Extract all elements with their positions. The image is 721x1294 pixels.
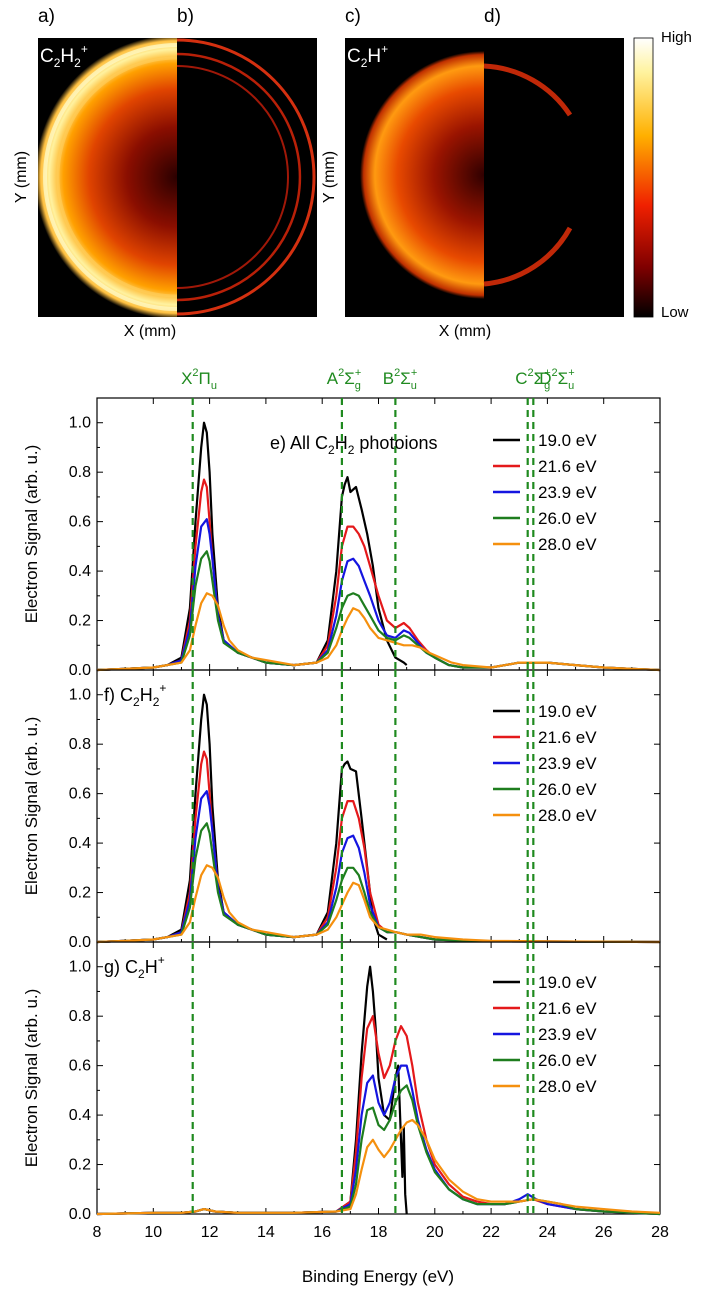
x-tick-label: 12: [201, 1224, 219, 1241]
panel-label-c: c): [345, 6, 361, 27]
x-tick-label: 22: [482, 1224, 500, 1241]
ion-label-c2h: C2H+: [347, 42, 388, 70]
legend-label: 28.0 eV: [538, 1077, 597, 1096]
y-tick-label: 0.2: [69, 1157, 91, 1174]
panel-label-d: d): [484, 6, 501, 27]
raw-image-c2h: [360, 51, 484, 299]
x-axis-title: Binding Energy (eV): [302, 1267, 454, 1286]
y-tick-label: 0.8: [69, 736, 91, 753]
y-tick-label: 1.0: [69, 687, 91, 704]
series-line-19-0-eV: [96, 421, 408, 672]
state-label-c: C2Σg+: [515, 367, 550, 392]
colorbar: [633, 37, 654, 318]
x-tick-label: 10: [144, 1224, 162, 1241]
y-tick-label: 0.0: [69, 662, 91, 679]
x-tick-label: 24: [539, 1224, 557, 1241]
panel-label-b: b): [177, 6, 194, 27]
spectra-panels: 0.0 0.2 0.4 0.6 0.8 1.0 Electron Signal (arb. …: [22, 397, 669, 1241]
reconstructed-image-c2h: [483, 63, 573, 287]
y-axis-title: Electron Signal (arb. u.): [22, 445, 41, 624]
legend-label: 28.0 eV: [538, 806, 597, 825]
panel-label: e) All C2H2 photoions: [270, 433, 437, 457]
ion-label-c2h2: C2H2+: [40, 42, 88, 70]
x-tick-label: 14: [257, 1224, 275, 1241]
state-label-d: D2Σu+: [539, 367, 574, 392]
spectrum-panel-3: 8 10 12 14 16 18 20 22 24 26 28 0.0 0.2 0.4 0.6 0.8 1.0 E…: [22, 941, 669, 1241]
series-line-19-0-eV: [96, 693, 388, 944]
image-y-axis-label-c: Y (mm): [321, 151, 338, 203]
legend-label: 23.9 eV: [538, 754, 597, 773]
state-label-b: B2Σu+: [383, 367, 418, 392]
state-label-x: X2Πu: [181, 367, 217, 392]
y-tick-label: 0.4: [69, 835, 91, 852]
x-tick-label: 28: [651, 1224, 669, 1241]
legend-label: 21.6 eV: [538, 999, 597, 1018]
image-y-axis-label-a: Y (mm): [13, 151, 30, 203]
x-tick-label: 8: [93, 1224, 102, 1241]
x-tick-label: 18: [370, 1224, 388, 1241]
y-tick-label: 0.4: [69, 563, 91, 580]
series-line-28-0-eV: [96, 592, 661, 672]
legend-label: 19.0 eV: [538, 973, 597, 992]
x-tick-label: 26: [595, 1224, 613, 1241]
raw-image-c2h2: [38, 38, 177, 317]
series-line-21-6-eV: [96, 1015, 661, 1216]
y-tick-label: 0.6: [69, 514, 91, 531]
x-tick-label: 20: [426, 1224, 444, 1241]
legend-label: 28.0 eV: [538, 535, 597, 554]
spectrum-panel-2: 0.0 0.2 0.4 0.6 0.8 1.0 Electron Signal (arb. …: [22, 669, 661, 951]
legend-label: 23.9 eV: [538, 1025, 597, 1044]
y-axis-title: Electron Signal (arb. u.): [22, 717, 41, 896]
legend-label: 23.9 eV: [538, 483, 597, 502]
y-tick-label: 0.0: [69, 1206, 91, 1223]
y-tick-label: 0.4: [69, 1107, 91, 1124]
y-tick-label: 0.2: [69, 613, 91, 630]
reconstructed-image-c2h2: [176, 38, 316, 316]
y-axis-title: Electron Signal (arb. u.): [22, 989, 41, 1168]
y-tick-label: 0.0: [69, 934, 91, 951]
panel-label-a: a): [38, 6, 55, 27]
y-tick-label: 0.2: [69, 885, 91, 902]
image-x-axis-label-a: X (mm): [124, 323, 176, 340]
legend-label: 26.0 eV: [538, 1051, 597, 1070]
legend-label: 19.0 eV: [538, 702, 597, 721]
colorbar-low-label: Low: [661, 304, 689, 321]
y-tick-label: 0.6: [69, 786, 91, 803]
colorbar-high-label: High: [661, 29, 692, 46]
legend-label: 21.6 eV: [538, 728, 597, 747]
panel-label: g) C2H+: [104, 953, 165, 981]
image-x-axis-label-c: X (mm): [439, 323, 491, 340]
spectrum-panel-1: 0.0 0.2 0.4 0.6 0.8 1.0 Electron Signal (arb. …: [22, 397, 661, 679]
y-tick-label: 0.8: [69, 464, 91, 481]
series-line-28-0-eV: [96, 864, 661, 944]
legend-label: 21.6 eV: [538, 457, 597, 476]
legend-label: 26.0 eV: [538, 509, 597, 528]
y-tick-label: 0.6: [69, 1058, 91, 1075]
y-tick-label: 1.0: [69, 415, 91, 432]
legend-label: 19.0 eV: [538, 431, 597, 450]
state-labels: X2Πu A2Σg+ B2Σu+ C2Σg+D2Σu+: [181, 367, 575, 392]
series-line-28-0-eV: [96, 1118, 661, 1216]
legend-label: 26.0 eV: [538, 780, 597, 799]
y-tick-label: 1.0: [69, 959, 91, 976]
panel-label: f) C2H2+: [104, 681, 166, 709]
y-tick-label: 0.8: [69, 1008, 91, 1025]
x-tick-label: 16: [313, 1224, 331, 1241]
state-label-a: A2Σg+: [327, 367, 362, 392]
